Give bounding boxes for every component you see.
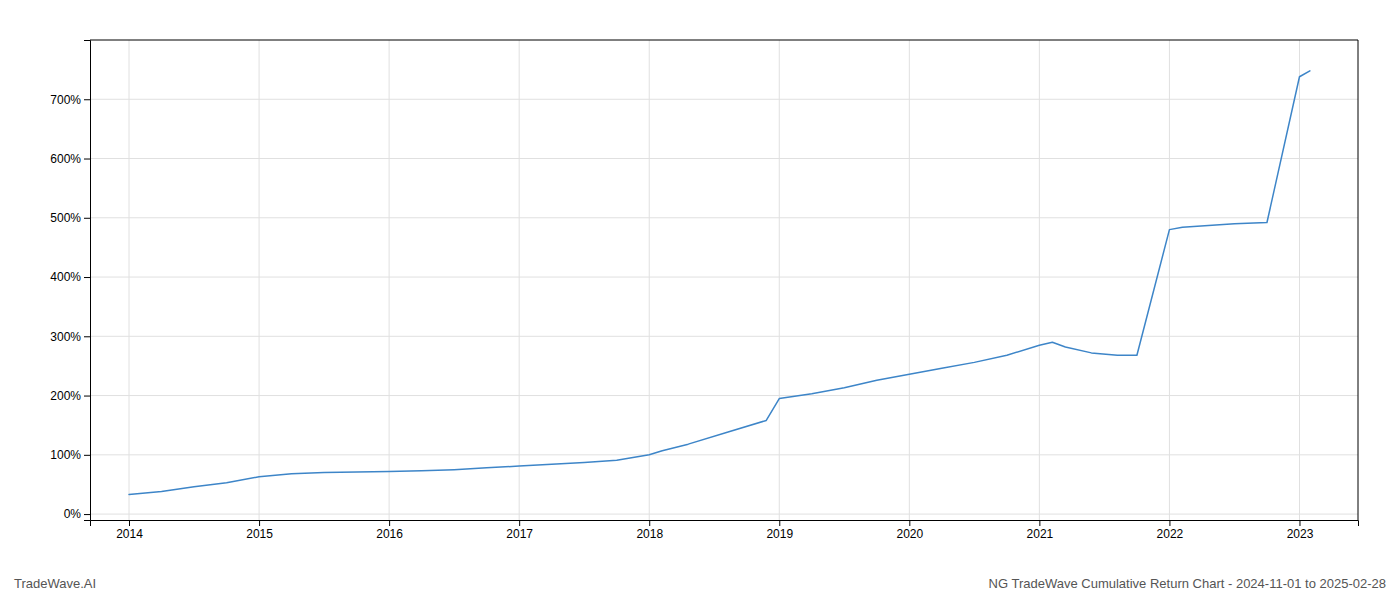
x-tick: 2017	[506, 520, 533, 541]
plot-frame	[1358, 40, 1359, 520]
y-tick: 600%	[50, 152, 90, 166]
y-tick-label: 400%	[50, 270, 81, 284]
x-tick-mark	[649, 520, 650, 526]
y-tick: 400%	[50, 270, 90, 284]
y-tick-mark	[84, 455, 90, 456]
x-grid-line	[779, 40, 780, 520]
y-tick-mark	[84, 514, 90, 515]
y-tick-label: 100%	[50, 448, 81, 462]
grid	[90, 40, 1358, 520]
x-tick-label: 2014	[116, 527, 143, 541]
x-grid-line	[129, 40, 130, 520]
x-tick-mark	[389, 520, 390, 526]
y-tick-label: 700%	[50, 93, 81, 107]
x-grid-line	[1039, 40, 1040, 520]
y-grid-line	[90, 336, 1358, 337]
x-tick-label: 2023	[1287, 527, 1314, 541]
x-tick: 2019	[766, 520, 793, 541]
x-tick: 2015	[246, 520, 273, 541]
y-tick-label: 200%	[50, 389, 81, 403]
y-grid-line	[90, 277, 1358, 278]
y-tick: 300%	[50, 330, 90, 344]
title: NG TradeWave Cumulative Return Chart - 2…	[989, 576, 1386, 591]
x-tick-mark	[779, 520, 780, 526]
x-tick-mark	[259, 520, 260, 526]
axis-line	[84, 41, 91, 521]
x-grid-line	[1169, 40, 1170, 520]
x-tick-mark	[1299, 520, 1300, 526]
x-tick: 2022	[1157, 520, 1184, 541]
y-grid-line	[90, 99, 1358, 100]
x-tick: 2016	[376, 520, 403, 541]
y-grid-line	[90, 395, 1358, 396]
y-tick-mark	[84, 277, 90, 278]
y-grid-line	[90, 514, 1358, 515]
y-tick: 200%	[50, 389, 90, 403]
x-tick: 2023	[1287, 520, 1314, 541]
y-tick-mark	[84, 336, 90, 337]
x-grid-line	[259, 40, 260, 520]
x-grid-line	[909, 40, 910, 520]
x-tick-mark	[909, 520, 910, 526]
plot-frame	[90, 40, 1358, 41]
y-axis: 0% 100% 200% 300% 400% 500% 600% 700%	[50, 41, 90, 522]
x-grid-line	[649, 40, 650, 520]
y-tick-mark	[84, 99, 90, 100]
x-tick-mark	[129, 520, 130, 526]
y-grid-line	[90, 158, 1358, 159]
x-tick: 2014	[116, 520, 143, 541]
x-grid-line	[1299, 40, 1300, 520]
chart: 2014 2015 2016 2017 2018 2019 2020 2021 2022 2023…	[0, 0, 1400, 600]
y-tick: 100%	[50, 448, 90, 462]
y-tick-mark	[84, 159, 90, 160]
y-tick-label: 0%	[64, 507, 82, 521]
x-tick-mark	[1169, 520, 1170, 526]
plot-area	[129, 71, 1310, 495]
y-tick-label: 600%	[50, 152, 81, 166]
x-tick-label: 2021	[1027, 527, 1054, 541]
y-tick-mark	[84, 218, 90, 219]
y-tick: 700%	[50, 93, 90, 107]
y-tick-mark	[84, 396, 90, 397]
x-tick: 2018	[636, 520, 663, 541]
x-tick-label: 2017	[506, 527, 533, 541]
x-tick-label: 2016	[376, 527, 403, 541]
x-tick-mark	[1039, 520, 1040, 526]
y-tick-label: 300%	[50, 330, 81, 344]
line	[129, 71, 1310, 495]
x-tick-label: 2018	[636, 527, 663, 541]
x-tick-mark	[519, 520, 520, 526]
y-tick-label: 500%	[50, 211, 81, 225]
x-grid-line	[389, 40, 390, 520]
y-grid-line	[90, 454, 1358, 455]
x-tick-label: 2015	[246, 527, 273, 541]
x-tick-label: 2022	[1157, 527, 1184, 541]
x-tick-label: 2020	[896, 527, 923, 541]
annotation: TradeWave.AI	[14, 576, 96, 591]
y-grid-line	[90, 217, 1358, 218]
y-tick: 500%	[50, 211, 90, 225]
x-tick-label: 2019	[766, 527, 793, 541]
x-tick: 2020	[896, 520, 923, 541]
x-tick: 2021	[1027, 520, 1054, 541]
y-tick: 0%	[64, 507, 90, 521]
x-axis: 2014 2015 2016 2017 2018 2019 2020 2021 2022 2023	[91, 520, 1359, 541]
axis-line	[91, 521, 1359, 527]
x-grid-line	[519, 40, 520, 520]
